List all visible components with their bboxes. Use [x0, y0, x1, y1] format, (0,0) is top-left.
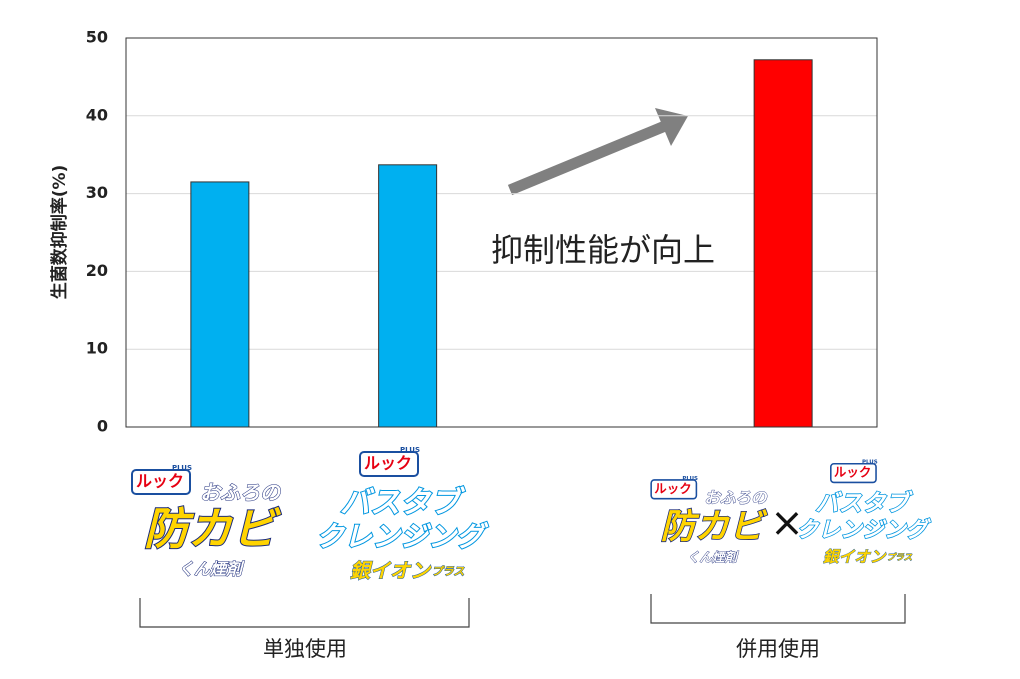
bracket — [139, 598, 470, 628]
brand-name: ルック — [364, 454, 412, 473]
brand-box — [359, 451, 419, 477]
logo-text: プラス — [432, 565, 465, 578]
arrow-shaft — [507, 120, 668, 196]
plot-frame — [125, 37, 878, 428]
y-tick-label: 40 — [86, 105, 108, 124]
logo-text: おふろの — [704, 489, 768, 507]
brand-name: ルック — [136, 472, 184, 491]
bar — [190, 181, 250, 428]
logo-text: プラス — [887, 552, 913, 563]
logo-text: バスタブ — [815, 489, 913, 517]
logo-text: くん煙剤 — [687, 549, 739, 564]
logo-text: バスタブ — [340, 486, 466, 521]
logo-text: 銀イオン — [823, 548, 887, 566]
brand-plus: PLUS — [682, 476, 698, 482]
y-tick-label: 10 — [86, 339, 108, 358]
logo-text: 防カビ — [661, 507, 769, 547]
y-tick-label: 30 — [86, 183, 108, 202]
brand-name: ルック — [654, 481, 691, 496]
brand-plus: PLUS — [400, 446, 420, 454]
y-axis-label: 生菌数抑制率(%) — [49, 165, 70, 300]
logo-text: クレンジング — [316, 520, 489, 553]
annotation: 抑制性能が向上 — [491, 231, 715, 269]
brand-plus: PLUS — [172, 464, 192, 472]
y-tick-label: 50 — [86, 28, 108, 47]
logo-text: くん煙剤 — [178, 560, 245, 579]
y-tick-label: 0 — [97, 417, 108, 436]
brand-box — [830, 462, 877, 484]
group-label: 単独使用 — [263, 637, 347, 661]
logo-text: クレンジング — [797, 518, 932, 543]
times-sign: × — [770, 500, 804, 546]
bar — [378, 164, 438, 428]
brand-name: ルック — [834, 465, 871, 480]
bracket — [650, 594, 906, 624]
bar — [753, 59, 813, 428]
group-label: 併用使用 — [736, 637, 820, 661]
logo-text: 防カビ — [144, 504, 281, 555]
arrow-head — [655, 108, 688, 146]
logo-text: おふろの — [200, 481, 282, 505]
logo-text: 銀イオン — [350, 559, 432, 583]
y-tick-label: 20 — [86, 261, 108, 280]
brand-box — [131, 469, 191, 495]
brand-plus: PLUS — [862, 460, 878, 466]
brand-box — [650, 479, 698, 500]
